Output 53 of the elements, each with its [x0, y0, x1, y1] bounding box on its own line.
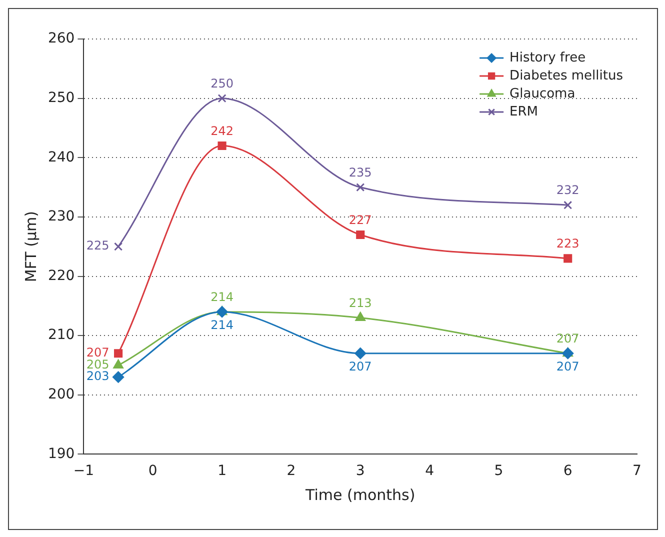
y-axis-title: MFT (µm) — [22, 211, 40, 282]
point — [112, 371, 124, 383]
data-label: 227 — [348, 212, 372, 227]
point — [113, 359, 124, 368]
y-tick-label: 250 — [48, 90, 75, 106]
data-label: 214 — [210, 290, 234, 304]
y-tick-label: 230 — [48, 208, 75, 225]
legend-label: Diabetes mellitus — [510, 68, 624, 84]
data-label: 207 — [556, 331, 580, 346]
y-tick-label: 210 — [48, 327, 75, 344]
data-label: 207 — [348, 359, 372, 374]
point — [562, 348, 574, 360]
point — [355, 312, 366, 322]
point — [218, 94, 226, 103]
data-label: 203 — [86, 369, 110, 384]
y-tick-label: 240 — [48, 149, 75, 166]
legend-label: History free — [510, 50, 586, 66]
point — [354, 348, 366, 360]
x-tick-label: 6 — [563, 463, 572, 480]
point — [114, 349, 123, 358]
data-label: 235 — [348, 165, 372, 180]
x-tick-label: 1 — [218, 463, 226, 480]
point — [564, 200, 572, 210]
data-label: 213 — [348, 296, 372, 310]
data-label: 232 — [556, 183, 580, 198]
x-tick-label: −1 — [73, 463, 94, 480]
y-tick-label: 260 — [48, 30, 75, 47]
data-label: 207 — [86, 345, 110, 360]
data-label: 214 — [210, 318, 234, 332]
point — [218, 141, 226, 150]
data-label: 205 — [86, 357, 110, 372]
data-label: 225 — [86, 238, 110, 253]
y-tick-label: 220 — [48, 268, 75, 284]
x-tick-label: 2 — [286, 463, 296, 480]
x-tick-label: 3 — [356, 463, 365, 480]
point — [564, 254, 572, 263]
x-tick-label: 4 — [425, 463, 434, 480]
y-tick-label: 190 — [48, 446, 75, 462]
legend-label: Glaucoma — [510, 86, 576, 102]
point — [356, 230, 365, 240]
data-label: 207 — [556, 359, 580, 374]
data-label: 242 — [210, 124, 234, 138]
data-label: 223 — [556, 236, 580, 251]
x-tick-label: 0 — [148, 463, 158, 480]
point — [216, 306, 228, 318]
y-tick-label: 200 — [48, 386, 75, 403]
point — [356, 183, 365, 192]
x-axis-title: Time (months) — [304, 486, 416, 504]
data-label: 250 — [210, 76, 234, 90]
x-tick-label: 5 — [494, 463, 504, 480]
x-tick-label: 7 — [632, 463, 642, 480]
legend-label: ERM — [510, 104, 538, 120]
point — [114, 242, 123, 251]
